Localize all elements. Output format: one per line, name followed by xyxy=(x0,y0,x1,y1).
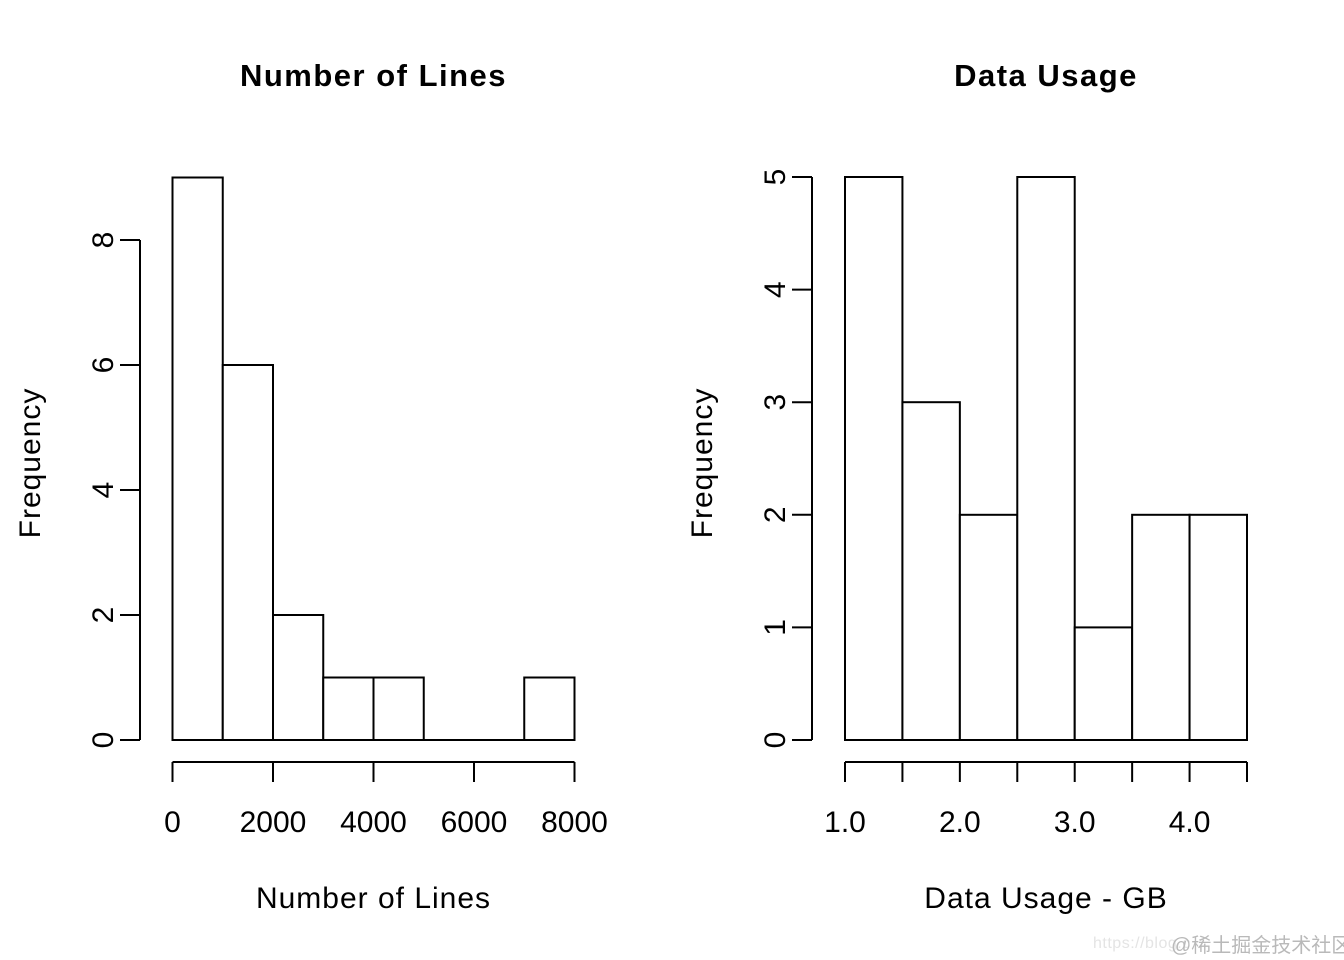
histogram-bar xyxy=(523,676,576,741)
right-chart-title: Data Usage xyxy=(954,58,1138,93)
x-tick-label: 3.0 xyxy=(1054,806,1096,839)
right-xaxis-label: Data Usage - GB xyxy=(924,882,1168,915)
y-tick-label: 0 xyxy=(87,732,120,749)
y-tick-label: 6 xyxy=(87,357,120,374)
histogram-bar xyxy=(272,614,325,741)
y-tick-label: 2 xyxy=(87,607,120,624)
histogram-bar xyxy=(901,401,961,741)
x-tick-label: 4.0 xyxy=(1169,806,1211,839)
histogram-bar xyxy=(1016,176,1076,741)
left-chart-title: Number of Lines xyxy=(239,58,508,93)
left-xaxis-label: Number of Lines xyxy=(255,882,492,915)
histogram-bar xyxy=(958,513,1019,741)
histogram-bar xyxy=(1188,513,1248,741)
x-tick-label: 4000 xyxy=(340,806,407,839)
x-tick-label: 6000 xyxy=(441,806,508,839)
histogram-bar xyxy=(1073,626,1134,742)
watermark: https://blog.c @稀土掘金技术社区 xyxy=(1093,928,1344,958)
watermark-handle-text: @稀土掘金技术社区 xyxy=(1171,935,1344,957)
y-tick-label: 2 xyxy=(759,506,792,523)
y-tick-label: 1 xyxy=(759,619,792,636)
y-tick-label: 3 xyxy=(759,394,792,411)
y-tick-label: 0 xyxy=(759,732,792,749)
watermark-url-text: https://blog.c xyxy=(1093,935,1191,952)
y-tick-label: 4 xyxy=(87,482,120,499)
right-yaxis-label: Frequency xyxy=(686,387,719,539)
x-tick-label: 2000 xyxy=(240,806,307,839)
histogram-bar xyxy=(171,176,224,741)
histogram-bar xyxy=(372,676,425,741)
y-tick-label: 8 xyxy=(87,232,120,249)
histogram-bar xyxy=(844,176,904,741)
histogram-bar xyxy=(221,364,274,741)
histogram-bar xyxy=(322,676,375,741)
x-tick-label: 1.0 xyxy=(824,806,866,839)
x-tick-label: 2.0 xyxy=(939,806,981,839)
x-tick-label: 0 xyxy=(164,806,181,839)
histogram-bar xyxy=(1131,513,1191,741)
y-tick-label: 4 xyxy=(759,281,792,298)
y-tick-label: 5 xyxy=(759,169,792,186)
x-tick-label: 8000 xyxy=(541,806,608,839)
left-yaxis-label: Frequency xyxy=(14,387,47,539)
